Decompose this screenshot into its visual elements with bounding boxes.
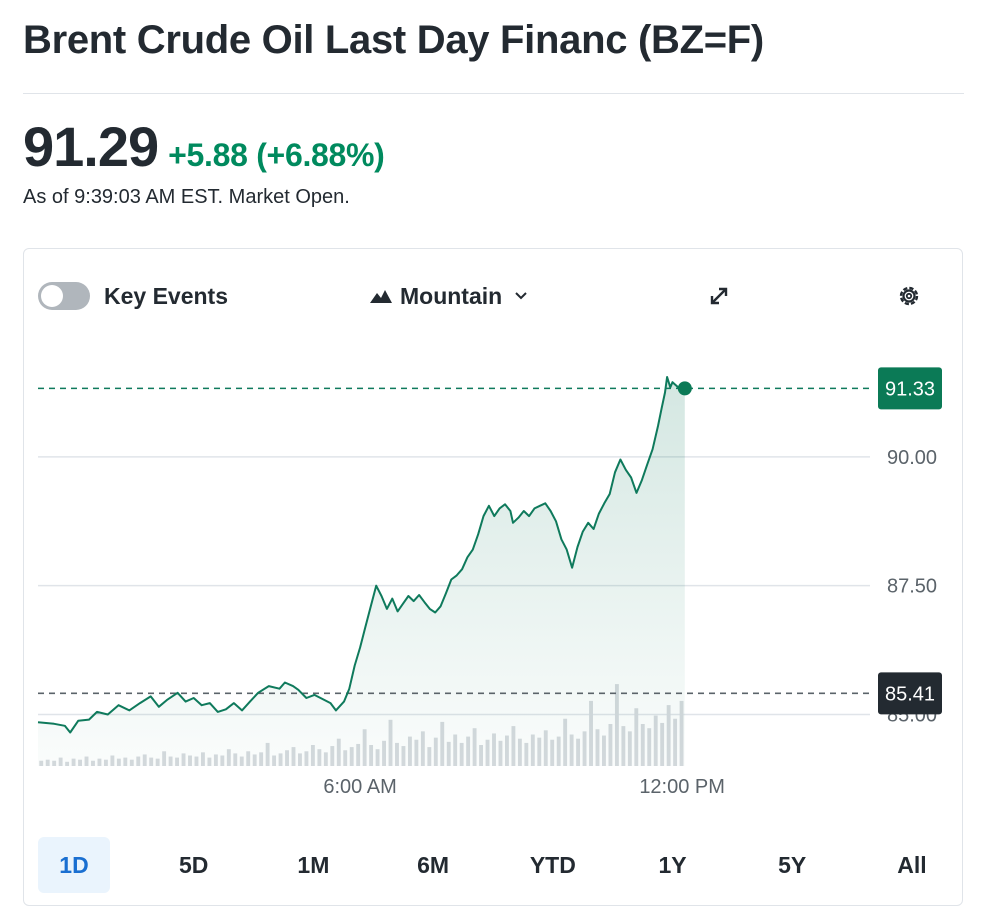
header-divider [23,93,964,94]
chart-type-dropdown[interactable]: Mountain [370,280,528,312]
toggle-knob [41,285,63,307]
last-price-marker [677,381,692,396]
key-events-toggle[interactable] [38,282,90,310]
chevron-down-icon [515,292,527,300]
price-change: +5.88 (+6.88%) [168,137,385,173]
chart-type-label: Mountain [400,282,503,309]
previous-close-tag [878,672,942,715]
gear-icon[interactable] [894,281,924,311]
current-price: 91.29 [23,115,159,178]
mountain-icon [370,290,392,303]
expand-icon[interactable] [704,281,734,311]
range-button-1d[interactable]: 1D [38,837,110,893]
range-button-6m[interactable]: 6M [417,851,450,878]
page-title: Brent Crude Oil Last Day Financ (BZ=F) [23,18,764,62]
range-button-5y[interactable]: 5Y [778,851,807,878]
quote-price-row: 91.29 +5.88 (+6.88%) [23,112,385,182]
x-tick-label: 12:00 PM [639,776,725,798]
range-button-1y[interactable]: 1Y [658,851,687,878]
market-status: As of 9:39:03 AM EST. Market Open. [23,186,350,208]
current-tag-label: 91.33 [885,378,935,400]
price-area-fill [38,377,685,766]
time-range-selector: 1D 5D 1M 6M YTD 1Y 5Y All [38,837,948,893]
y-tick-label: 90.00 [887,447,937,469]
price-line [37,376,685,734]
current-tag [878,367,942,410]
range-button-ytd[interactable]: YTD [529,851,576,878]
previous-close-tag-label: 85.41 [885,683,935,705]
range-button-all[interactable]: All [897,851,927,878]
x-tick-label: 6:00 AM [323,776,396,798]
chart-card: 90.00 87.50 85.00 91.33 85.41 6:00 AM 12:00 … [23,248,963,906]
y-tick-label: 87.50 [887,576,937,598]
range-button-1m[interactable]: 1M [297,851,330,878]
key-events-label: Key Events [104,283,229,309]
range-button-5d[interactable]: 5D [179,851,209,878]
